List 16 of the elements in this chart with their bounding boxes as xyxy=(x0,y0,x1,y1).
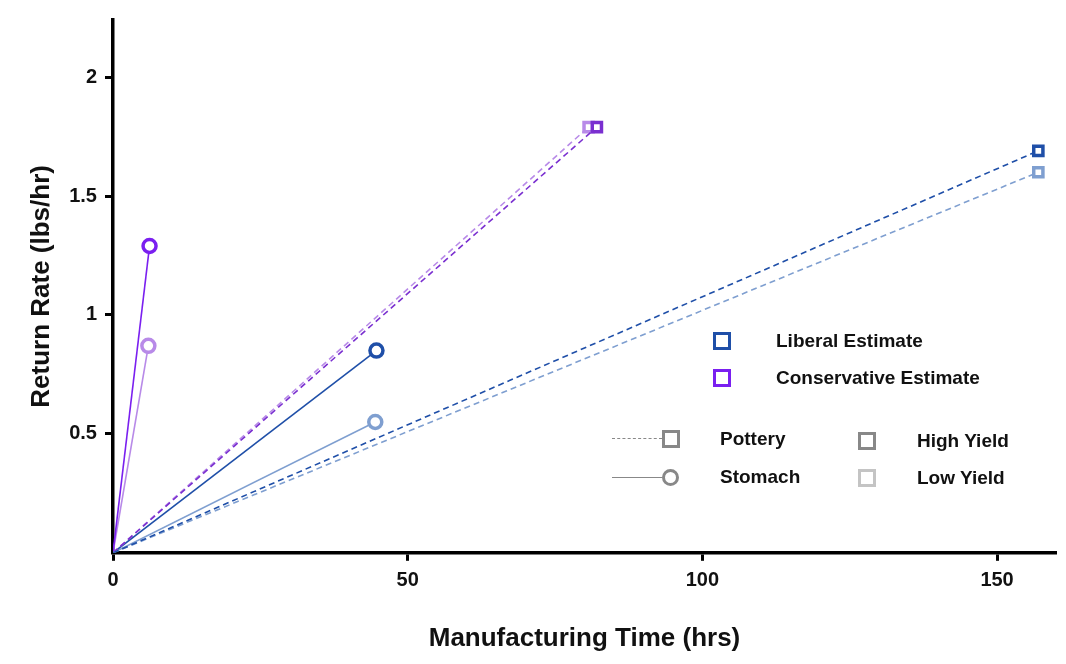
y-tick-label: 0.5 xyxy=(69,421,97,444)
annotation: Stomach xyxy=(720,466,801,488)
y-tick-label: 1.5 xyxy=(69,183,97,206)
x-tick-label: 150 xyxy=(980,568,1014,591)
annotation: High Yield xyxy=(917,430,1009,452)
y-axis-title: Return Rate (lbs/hr) xyxy=(24,165,55,408)
annotation: Conservative Estimate xyxy=(776,367,980,389)
x-tick-label: 100 xyxy=(685,568,720,591)
x-tick-label: 0 xyxy=(107,568,119,591)
y-tick-label: 2 xyxy=(85,64,97,87)
annotation: Liberal Estimate xyxy=(776,330,923,352)
x-axis-title: Manufacturing Time (hrs) xyxy=(428,621,741,652)
y-tick-label: 1 xyxy=(85,302,97,325)
x-tick-label: 50 xyxy=(396,568,419,591)
annotation: Low Yield xyxy=(917,467,1005,489)
annotation: Pottery xyxy=(720,428,786,450)
